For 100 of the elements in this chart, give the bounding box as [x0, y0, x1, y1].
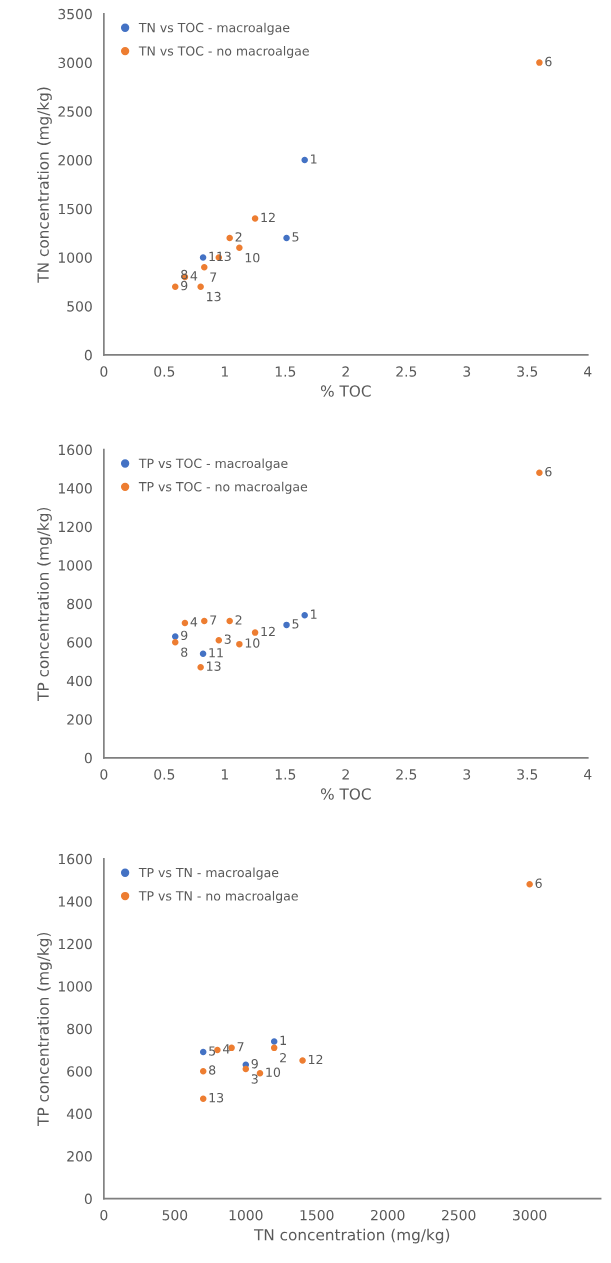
x-tick-label: 2000: [371, 1209, 405, 1221]
y-tick-label: 2000: [58, 155, 92, 166]
annotation: 8: [209, 1065, 216, 1075]
annotation: 5: [209, 1046, 216, 1056]
x-tick-label: 0: [100, 769, 108, 780]
annotation: 4: [223, 1044, 230, 1054]
point: [181, 619, 189, 627]
point: [251, 215, 259, 222]
x-axis-title: % TOC: [320, 788, 371, 800]
point: [536, 469, 543, 476]
y-tick-label: 1000: [58, 252, 92, 263]
y-tick-label: 400: [66, 1108, 92, 1120]
x-tick-label: 2: [342, 366, 349, 377]
annotation: 6: [545, 466, 552, 477]
y-tick-label: 0: [84, 752, 92, 764]
legend-label: TP vs TN - macroalgae: [138, 867, 279, 880]
x-tick-label: 1.5: [275, 769, 296, 780]
y-tick-label: 200: [67, 714, 92, 725]
point: [197, 664, 204, 671]
x-tick-label: 0.5: [154, 366, 175, 377]
annotation: 10: [266, 1067, 281, 1077]
annotation: 5: [292, 232, 299, 242]
y-axis-title: TN concentration (mg/kg): [37, 87, 52, 283]
x-tick-label: 2500: [442, 1209, 476, 1221]
legend-label: TP vs TOC - macroalgae: [138, 458, 288, 471]
point: [236, 244, 243, 251]
point: [301, 612, 308, 619]
point: [201, 617, 208, 625]
y-tick-label: 1500: [58, 203, 92, 215]
point: [226, 234, 233, 242]
y-tick-label: 0: [84, 1193, 92, 1205]
x-axis-title: TN concentration (mg/kg): [253, 1228, 450, 1244]
x-tick-label: 1: [221, 769, 228, 780]
point: [171, 633, 179, 640]
y-tick-label: 0: [84, 349, 92, 361]
x-tick-label: 1: [221, 366, 228, 377]
y-tick-label: 1000: [58, 981, 92, 992]
x-tick-label: 4: [584, 769, 592, 780]
y-tick-label: 800: [67, 598, 92, 610]
x-tick-label: 3.5: [517, 366, 538, 377]
point: [270, 1044, 278, 1052]
y-tick-label: 1000: [58, 560, 92, 571]
point: [536, 59, 543, 66]
annotation: 7: [237, 1042, 244, 1052]
y-tick-label: 500: [67, 301, 92, 312]
x-tick-label: 3: [463, 366, 471, 377]
annotation: 2: [235, 615, 242, 625]
point: [242, 1065, 250, 1073]
annotation: 3: [224, 251, 231, 262]
annotation: 10: [245, 252, 260, 263]
point: [199, 1095, 207, 1103]
y-tick-label: 400: [66, 675, 92, 687]
point: [526, 881, 533, 888]
point: [215, 637, 223, 644]
annotation: 12: [261, 212, 275, 222]
x-tick-label: 2.5: [396, 366, 417, 377]
point: [171, 638, 179, 646]
point: [171, 283, 179, 290]
annotation: 6: [545, 56, 552, 67]
x-tick-label: 0: [100, 366, 108, 377]
annotation: 9: [181, 630, 188, 641]
y-tick-label: 1600: [58, 444, 92, 456]
annotation: 9: [181, 280, 188, 291]
x-axis-title: % TOC: [320, 385, 371, 397]
point: [283, 621, 290, 629]
x-tick-label: 500: [162, 1209, 188, 1221]
annotation: 3: [224, 634, 231, 644]
annotation: 13: [209, 1092, 224, 1103]
y-tick-label: 2500: [58, 106, 92, 117]
point: [201, 263, 208, 271]
annotation: 4: [190, 617, 198, 627]
y-tick-label: 200: [67, 1151, 92, 1162]
point: [270, 1038, 278, 1045]
point: [301, 156, 308, 164]
x-tick-label: 1000: [229, 1209, 263, 1221]
annotation: 1: [280, 1035, 286, 1045]
y-tick-label: 3500: [58, 8, 92, 20]
annotation: 4: [190, 271, 198, 281]
x-tick-label: 0: [100, 1209, 108, 1221]
y-tick-label: 3000: [58, 57, 92, 69]
point: [199, 650, 207, 658]
annotation: 5: [292, 619, 299, 629]
annotation: 3: [251, 1074, 258, 1084]
x-tick-label: 3000: [513, 1209, 547, 1221]
annotation: 13: [207, 291, 221, 302]
annotation: 1: [311, 609, 317, 619]
y-axis-title: TP concentration (mg/kg): [37, 932, 52, 1126]
x-tick-label: 3: [463, 769, 471, 780]
x-tick-label: 3.5: [517, 769, 538, 780]
point: [299, 1057, 306, 1064]
y-axis-title: TP concentration (mg/kg): [37, 507, 52, 701]
annotation: 9: [251, 1058, 258, 1069]
y-tick-label: 1400: [58, 483, 92, 494]
x-tick-label: 1.5: [275, 366, 296, 377]
point: [251, 629, 259, 636]
point: [283, 234, 290, 242]
annotation: 2: [235, 232, 242, 242]
legend-label: TN vs TOC - no macroalgae: [138, 45, 309, 59]
legend-label: TP vs TN - no macroalgae: [138, 890, 298, 904]
annotation: 12: [261, 626, 275, 637]
